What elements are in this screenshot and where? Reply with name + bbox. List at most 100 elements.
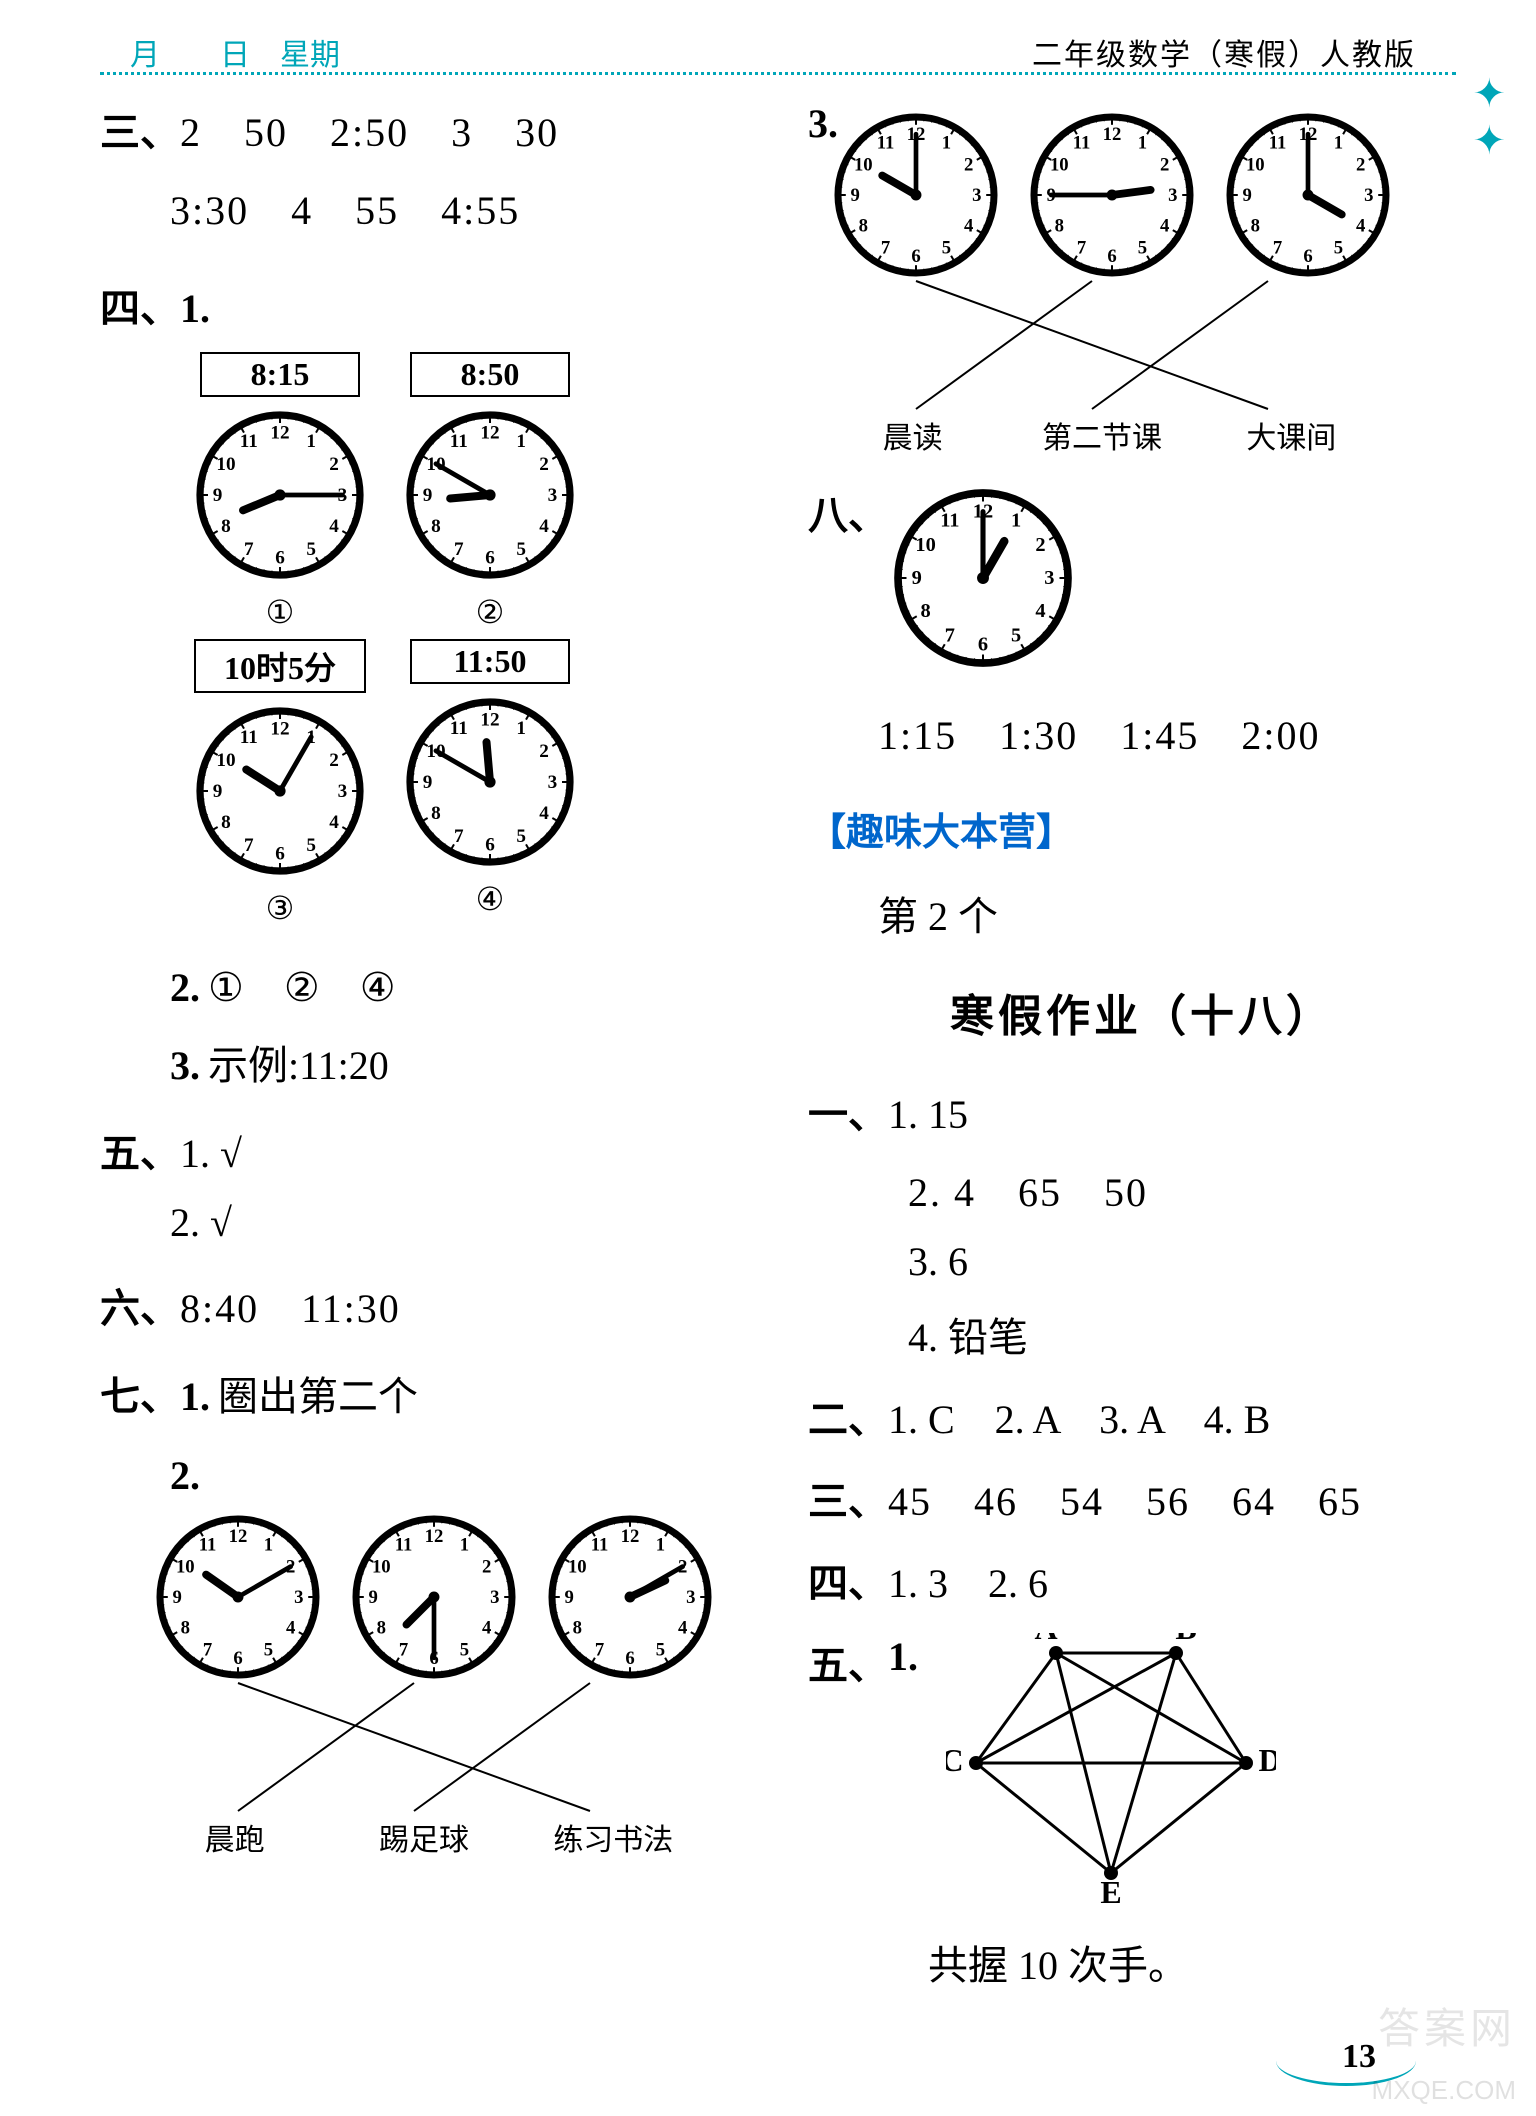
svg-text:7: 7 [454, 826, 464, 847]
svg-text:10: 10 [216, 750, 235, 771]
svg-text:6: 6 [978, 633, 988, 655]
svg-text:11: 11 [877, 132, 895, 153]
svg-text:9: 9 [213, 485, 223, 506]
svg-text:5: 5 [942, 238, 951, 259]
svg-text:10: 10 [372, 1557, 391, 1578]
svg-text:5: 5 [1011, 624, 1021, 646]
yi-q1: 1. 15 [888, 1091, 968, 1138]
svg-text:3: 3 [294, 1587, 303, 1608]
svg-text:12: 12 [270, 423, 289, 444]
yi-q3: 3. 6 [908, 1238, 968, 1285]
clock-icon: 123456789101112 [542, 1509, 718, 1685]
svg-text:9: 9 [213, 781, 223, 802]
clock-item: 11:50 123456789101112 ④ [400, 639, 580, 927]
match-label: 大课间 [1197, 413, 1386, 457]
si-q2-text: ① ② ④ [208, 955, 396, 1013]
ba-times: 1:15 1:30 1:45 2:00 [878, 703, 1320, 761]
svg-text:5: 5 [264, 1640, 273, 1661]
page-number: 13 [1342, 2038, 1376, 2076]
svg-text:1: 1 [1334, 132, 1343, 153]
liu-text: 8:40 11:30 [180, 1276, 401, 1334]
svg-text:8: 8 [377, 1617, 386, 1638]
svg-text:8: 8 [221, 812, 231, 833]
svg-text:3: 3 [338, 781, 348, 802]
svg-text:10: 10 [176, 1557, 195, 1578]
q-num: 3. [170, 1042, 200, 1089]
svg-text:4: 4 [329, 516, 339, 537]
svg-text:9: 9 [564, 1587, 573, 1608]
time-label: 10时5分 [194, 639, 366, 693]
svg-text:8: 8 [431, 516, 441, 537]
header-subject: 二年级数学（寒假）人教版 [1032, 30, 1416, 74]
svg-text:1: 1 [516, 718, 526, 739]
qi-q2-row: 2. [170, 1452, 768, 1499]
clock-icon: 123456789101112 [1220, 107, 1396, 283]
svg-text:11: 11 [591, 1534, 609, 1555]
svg-text:7: 7 [203, 1640, 212, 1661]
svg-text:2: 2 [1035, 534, 1045, 556]
svg-text:2: 2 [1356, 155, 1365, 176]
section-label: 一、 [808, 1082, 888, 1140]
svg-text:2: 2 [329, 454, 339, 475]
svg-text:6: 6 [485, 834, 495, 855]
svg-text:5: 5 [306, 539, 316, 560]
svg-text:8: 8 [221, 516, 231, 537]
svg-text:6: 6 [911, 246, 920, 267]
section-label: 六、 [100, 1276, 180, 1334]
svg-text:5: 5 [1334, 238, 1343, 259]
svg-text:2: 2 [539, 454, 549, 475]
yi-q3-row: 3. 6 [908, 1238, 1476, 1285]
wu2-answer: 共握 10 次手。 [928, 1933, 1188, 1991]
si-q3-text: 示例:11:20 [208, 1033, 389, 1091]
clock-item: 8:15 123456789101112 ① [190, 352, 370, 631]
clock-icon: 123456789101112 [828, 107, 1004, 283]
svg-text:1: 1 [460, 1534, 469, 1555]
svg-text:7: 7 [1077, 238, 1086, 259]
page-content: 三、 2 50 2:50 3 30 3:30 4 55 4:55 四、 1. 8… [0, 0, 1536, 2041]
svg-text:2: 2 [1160, 155, 1169, 176]
section-si: 四、 1. [100, 276, 768, 334]
svg-text:7: 7 [595, 1640, 604, 1661]
yi-q4-row: 4. 铅笔 [908, 1305, 1476, 1363]
svg-text:12: 12 [229, 1526, 248, 1547]
svg-text:3: 3 [548, 772, 558, 793]
svg-text:8: 8 [1251, 215, 1260, 236]
svg-text:9: 9 [172, 1587, 181, 1608]
svg-text:12: 12 [480, 423, 499, 444]
clock-item: 8:50 123456789101112 ② [400, 352, 580, 631]
svg-text:6: 6 [275, 843, 285, 864]
header-date: 月 日 星期 [130, 30, 340, 74]
svg-text:5: 5 [306, 835, 316, 856]
svg-text:1: 1 [1138, 132, 1147, 153]
ba-clock: 123456789101112 [888, 483, 1078, 673]
fun-ans-text: 第 2 个 [878, 884, 998, 942]
match-label: 晨跑 [140, 1815, 329, 1859]
svg-text:2: 2 [482, 1557, 491, 1578]
svg-text:11: 11 [240, 727, 258, 748]
fun-section-title: 【趣味大本营】 [808, 801, 1476, 856]
wu-q2-row: 2. √ [170, 1199, 768, 1246]
svg-text:2: 2 [539, 741, 549, 762]
svg-text:6: 6 [275, 547, 285, 568]
svg-text:9: 9 [368, 1587, 377, 1608]
svg-text:3: 3 [686, 1587, 695, 1608]
section-label: 四、 [808, 1551, 888, 1609]
yi-q2: 2. 4 65 50 [908, 1160, 1148, 1218]
section-label: 七、 [100, 1364, 180, 1422]
svg-text:4: 4 [539, 516, 549, 537]
section-si2: 四、 1. 3 2. 6 [808, 1551, 1476, 1609]
yi-q4: 4. 铅笔 [908, 1305, 1028, 1363]
section-er: 二、 1. C 2. A 3. A 4. B [808, 1387, 1476, 1445]
svg-text:9: 9 [423, 772, 433, 793]
svg-text:7: 7 [881, 238, 890, 259]
svg-text:8: 8 [920, 600, 930, 622]
svg-text:8: 8 [573, 1617, 582, 1638]
svg-text:5: 5 [516, 539, 526, 560]
svg-text:7: 7 [1273, 238, 1282, 259]
svg-text:11: 11 [450, 718, 468, 739]
svg-text:4: 4 [286, 1617, 295, 1638]
svg-text:1: 1 [1011, 510, 1021, 532]
clock-icon: 123456789101112 [1024, 107, 1200, 283]
header-divider [100, 72, 1456, 75]
wu-q2: 2. √ [170, 1199, 232, 1246]
